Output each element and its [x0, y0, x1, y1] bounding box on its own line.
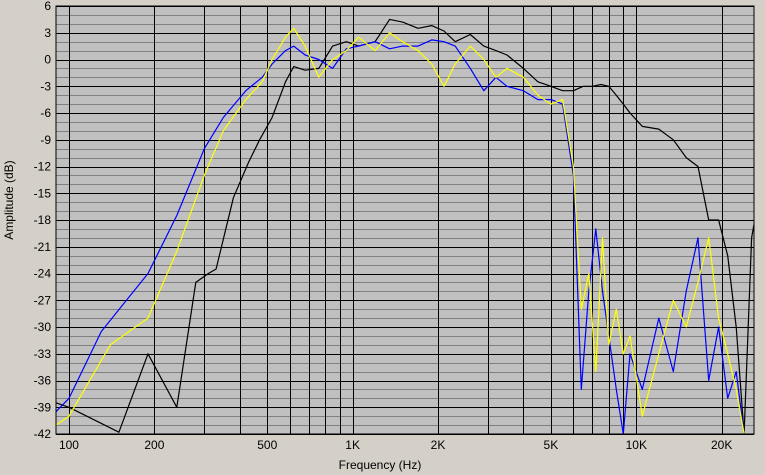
x-tick-label: 5K — [544, 438, 559, 452]
y-tick-label: -18 — [34, 213, 52, 227]
x-tick-label: 2K — [431, 438, 446, 452]
series-line-1 — [55, 18, 755, 435]
y-tick-label: -33 — [34, 347, 52, 361]
y-tick-label: -3 — [40, 79, 51, 93]
x-tick-label: 200 — [144, 438, 164, 452]
series-line-3 — [55, 27, 745, 435]
y-tick-label: -30 — [34, 320, 52, 334]
y-tick-label: -6 — [40, 106, 51, 120]
y-tick-label: 3 — [44, 26, 51, 40]
x-tick-label: 100 — [59, 438, 79, 452]
y-axis-label: Amplitude (dB) — [2, 160, 16, 239]
x-axis-label: Frequency (Hz) — [339, 458, 422, 472]
y-tick-label: -21 — [34, 240, 52, 254]
x-tick-label: 10K — [626, 438, 647, 452]
x-tick-label: 1K — [345, 438, 360, 452]
y-tick-label: -39 — [34, 400, 52, 414]
x-tick-label: 500 — [257, 438, 277, 452]
y-tick-label: -15 — [34, 186, 52, 200]
series-line-2 — [55, 39, 745, 435]
x-tick-label: 20K — [711, 438, 732, 452]
y-tick-label: 6 — [44, 0, 51, 13]
y-axis-tick-labels: 6 3 0 -3 -6 -9 -12 -15 -18 -21 -24 -27 -30 -33 -36 -39 -… — [34, 0, 52, 441]
major-gridlines — [56, 6, 754, 435]
x-axis-tick-labels: 100 200 500 1K 2K 5K 10K 20K — [59, 438, 732, 452]
y-tick-label: -24 — [34, 267, 52, 281]
y-tick-label: -36 — [34, 374, 52, 388]
y-tick-label: -27 — [34, 293, 52, 307]
y-tick-label: 0 — [44, 53, 51, 67]
y-tick-label: -9 — [40, 133, 51, 147]
plot-border — [55, 5, 755, 435]
y-tick-label: -42 — [34, 427, 52, 441]
y-tick-label: -12 — [34, 160, 52, 174]
series-lines — [55, 18, 755, 435]
